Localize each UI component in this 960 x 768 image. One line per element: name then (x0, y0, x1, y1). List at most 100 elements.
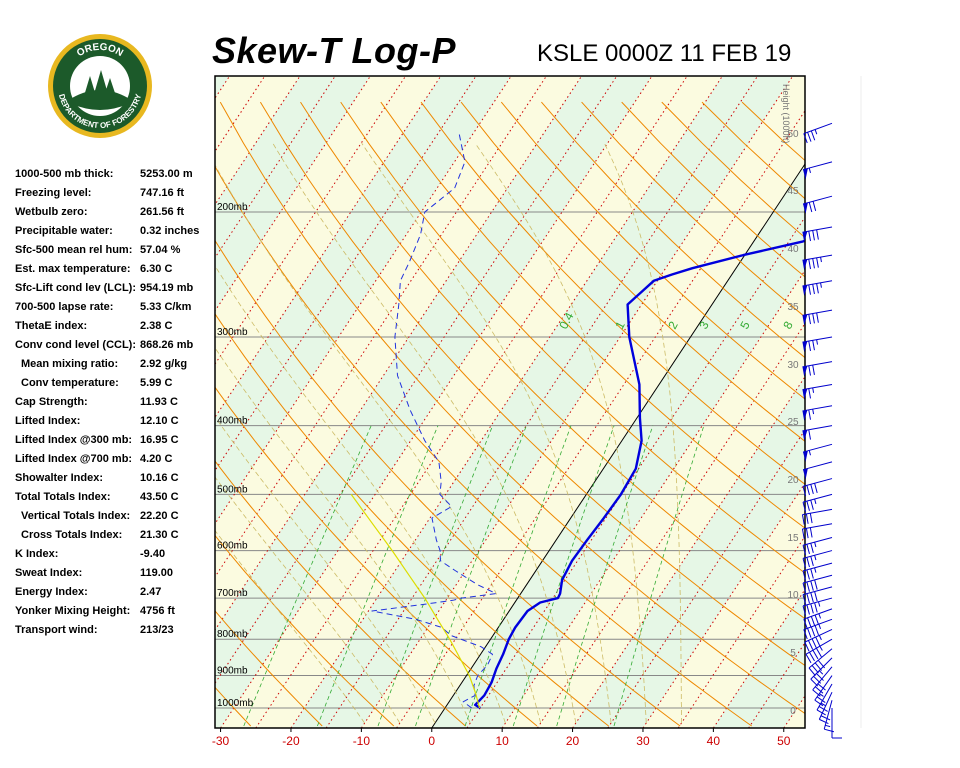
wind-barb (811, 658, 832, 686)
wind-barb (804, 609, 832, 629)
barb-flag (811, 616, 814, 625)
barb-flag (813, 314, 815, 324)
barb-half-flag (815, 555, 816, 560)
isotherm-line (0, 76, 159, 728)
barb-flag (806, 528, 808, 538)
barb-staff (804, 123, 832, 133)
isotherm-line (0, 76, 230, 728)
wind-barb (803, 494, 832, 511)
barb-flag (806, 654, 811, 663)
barb-half-flag (819, 614, 821, 619)
barb-flag (806, 514, 808, 524)
x-tick-label: 30 (636, 734, 650, 748)
pressure-label: 300mb (217, 327, 248, 338)
isotherm-line (0, 76, 124, 728)
height-axis-label: Height (1000ft) (781, 84, 791, 144)
barb-half-flag (821, 283, 822, 288)
barb-flag (812, 639, 816, 648)
barb-half-flag (818, 602, 819, 607)
wind-barb (802, 281, 832, 296)
barb-flag (813, 340, 815, 350)
barb-flag (815, 615, 818, 624)
barb-half-flag (815, 129, 817, 134)
barb-flag (813, 201, 816, 211)
isotherm-line (819, 76, 960, 728)
barb-flag (811, 500, 814, 510)
barb-flag (809, 231, 811, 241)
wind-barb (802, 509, 832, 524)
barb-flag (815, 663, 821, 671)
barb-flag (815, 603, 818, 613)
barb-half-flag (809, 168, 810, 173)
height-tick-label: 5 (790, 648, 796, 659)
barb-flag (808, 618, 811, 627)
barb-half-flag (809, 450, 810, 455)
barb-flag (809, 652, 814, 661)
barb-flag (809, 314, 811, 324)
isotherm-line (784, 76, 960, 728)
pressure-label: 600mb (217, 541, 248, 552)
barb-flag (810, 513, 812, 523)
pressure-label: 800mb (217, 629, 248, 640)
x-tick-label: 20 (566, 734, 580, 748)
barb-half-flag (821, 257, 822, 262)
barb-flag (808, 640, 812, 649)
pressure-label: 700mb (217, 588, 248, 599)
barb-staff (802, 509, 832, 514)
x-tick-label: 40 (707, 734, 721, 748)
barb-flag (813, 258, 815, 268)
barb-flag (813, 230, 815, 240)
barb-half-flag (815, 499, 816, 504)
barb-flag (807, 557, 810, 567)
barb-flag (809, 259, 811, 269)
barb-flag (809, 366, 811, 376)
wind-barb (803, 462, 832, 479)
barb-half-flag (815, 542, 816, 547)
barb-flag (808, 132, 811, 141)
wind-barb (802, 426, 832, 441)
wind-barb (802, 255, 832, 270)
barb-flag (807, 582, 810, 592)
pressure-label: 900mb (217, 666, 248, 677)
barb-flag (811, 131, 814, 140)
barb-flag (813, 650, 818, 659)
barb-flag (809, 668, 815, 676)
height-tick-label: 15 (787, 533, 799, 544)
wind-barb (802, 384, 832, 399)
pressure-label: 400mb (217, 416, 248, 427)
dry-adiabat (0, 102, 251, 726)
wind-barb (803, 444, 832, 461)
barb-flag (809, 285, 811, 295)
isotherm-band (0, 76, 159, 728)
isotherm-line (0, 76, 54, 728)
barb-flag (817, 230, 819, 240)
wind-barb (803, 479, 832, 496)
barb-flag (807, 570, 810, 580)
barb-flag (809, 389, 811, 399)
barb-flag (821, 716, 830, 720)
isotherm-band (784, 76, 960, 728)
barb-flag (817, 313, 819, 323)
wind-barb (803, 551, 832, 568)
barb-flag (811, 569, 814, 579)
barb-flag (812, 665, 818, 673)
barb-flag (815, 592, 818, 602)
barb-flag (807, 485, 810, 495)
barb-half-flag (815, 568, 816, 573)
barb-half-flag (825, 725, 830, 726)
isotherm-line (0, 76, 194, 728)
barb-flag (811, 627, 814, 636)
wind-barb (802, 227, 832, 242)
x-tick-label: -10 (353, 734, 371, 748)
isotherm-band (0, 76, 230, 728)
barb-flag (815, 483, 818, 493)
barb-half-flag (813, 388, 814, 393)
barb-flag (809, 410, 811, 420)
barb-flag (817, 283, 819, 293)
barb-flag (811, 556, 814, 566)
barb-half-flag (817, 340, 818, 345)
height-tick-label: 30 (787, 360, 799, 371)
x-tick-label: 0 (428, 734, 435, 748)
barb-flag (813, 365, 815, 375)
